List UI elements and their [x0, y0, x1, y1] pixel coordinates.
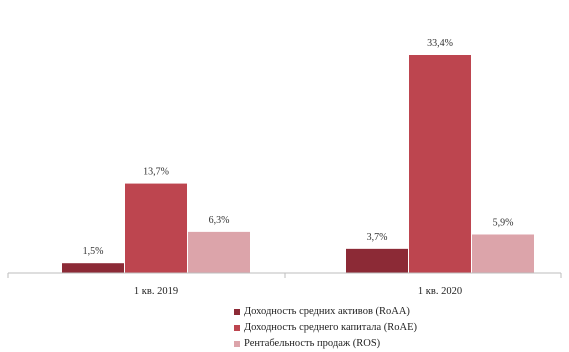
- chart: 1,5% 13,7% 6,3% 1 кв. 2019 3,7% 33,4% 5,9% 1 кв…: [7, 38, 562, 349]
- legend-item-ros: Рентабельность продаж (ROS): [234, 336, 417, 352]
- legend-swatch-roae: [234, 325, 240, 331]
- bar-ros-1: [188, 231, 250, 273]
- bar-ros-2: [472, 234, 534, 273]
- data-label: 33,4%: [427, 38, 453, 49]
- data-label: 13,7%: [143, 167, 169, 178]
- bar-chart: 1,5% 13,7% 6,3% 1 кв. 2019 3,7% 33,4% 5,9% 1 кв…: [7, 38, 562, 297]
- x-tick-label: 1 кв. 2019: [134, 286, 178, 297]
- bar-roaa-1: [62, 263, 124, 273]
- legend-label-roaa: Доходность средних активов (RoAA): [244, 306, 410, 317]
- x-tick-label: 1 кв. 2020: [418, 286, 462, 297]
- bar-roaa-2: [346, 248, 408, 273]
- legend-label-roae: Доходность среднего капитала (RoAE): [244, 322, 417, 333]
- bar-roae-2: [409, 55, 471, 273]
- legend: Доходность средних активов (RoAA) Доходн…: [234, 304, 417, 352]
- legend-swatch-roaa: [234, 309, 240, 315]
- legend-label-ros: Рентабельность продаж (ROS): [244, 338, 381, 349]
- data-label: 5,9%: [493, 217, 514, 228]
- data-label: 1,5%: [83, 246, 104, 257]
- bar-roae-1: [125, 183, 187, 273]
- legend-item-roae: Доходность среднего капитала (RoAE): [234, 320, 417, 336]
- data-label: 3,7%: [367, 232, 388, 243]
- data-label: 6,3%: [209, 215, 230, 226]
- legend-item-roaa: Доходность средних активов (RoAA): [234, 304, 417, 320]
- legend-swatch-ros: [234, 341, 240, 347]
